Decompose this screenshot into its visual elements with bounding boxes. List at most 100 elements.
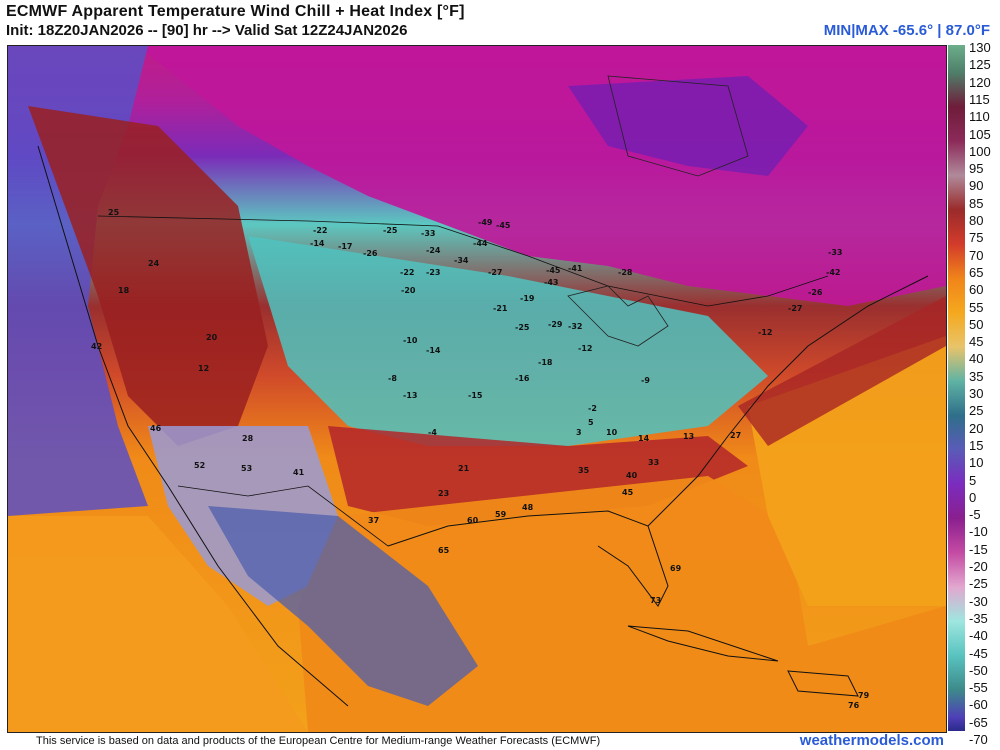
map-value-label: -22 — [400, 268, 415, 277]
map-value-label: -32 — [568, 322, 583, 331]
colorbar-tick-label: 65 — [969, 264, 984, 280]
map-value-label: 52 — [194, 461, 206, 470]
colorbar — [948, 45, 965, 731]
colorbar-tick-label: 10 — [969, 455, 984, 471]
map-value-label: 35 — [578, 466, 590, 475]
map-value-label: -27 — [488, 268, 503, 277]
map-field-svg — [8, 46, 946, 732]
map-value-label: -26 — [363, 249, 378, 258]
field-teal-central — [248, 236, 768, 446]
field-west-red — [28, 106, 268, 446]
colorbar-tick-label: -50 — [969, 662, 988, 678]
map-value-label: -27 — [788, 304, 803, 313]
map-value-label: 48 — [522, 503, 534, 512]
map-value-label: -19 — [520, 294, 535, 303]
field-pacific-orange — [8, 516, 308, 732]
map-value-label: -4 — [428, 428, 437, 437]
colorbar-tick-label: 110 — [969, 109, 990, 125]
colorbar-tick-label: 95 — [969, 161, 984, 177]
map-value-label: -15 — [468, 391, 483, 400]
map-value-label: 40 — [626, 471, 638, 480]
map-value-label: -10 — [403, 336, 418, 345]
map-value-label: 53 — [241, 464, 253, 473]
footer-site-link[interactable]: weathermodels.com — [799, 732, 944, 749]
colorbar-tick-label: -30 — [969, 593, 988, 609]
colorbar-tick-label: -25 — [969, 576, 988, 592]
colorbar-tick-label: 105 — [969, 126, 991, 142]
map-value-label: 42 — [91, 342, 103, 351]
map-value-label: -33 — [421, 229, 436, 238]
colorbar-tick-label: -55 — [969, 680, 988, 696]
colorbar-tick-label: 70 — [969, 247, 984, 263]
map-value-label: -13 — [403, 391, 418, 400]
map-value-label: 23 — [438, 489, 450, 498]
map-value-label: 21 — [458, 464, 470, 473]
colorbar-tick-label: 115 — [969, 91, 990, 107]
map-value-label: 25 — [108, 208, 120, 217]
map-value-label: 12 — [198, 364, 210, 373]
header-title: ECMWF Apparent Temperature Wind Chill + … — [6, 3, 465, 20]
colorbar-tick-label: 0 — [969, 489, 977, 505]
colorbar-tick-label: -60 — [969, 697, 988, 713]
colorbar-tick-label: 130 — [969, 40, 991, 55]
map-value-label: -14 — [310, 239, 325, 248]
map-value-label: -45 — [546, 266, 561, 275]
colorbar-tick-label: -10 — [969, 524, 988, 540]
map-value-label: -44 — [473, 239, 488, 248]
map-value-label: -45 — [496, 221, 511, 230]
map-value-label: 3 — [576, 428, 582, 437]
map-value-label: -18 — [538, 358, 553, 367]
map-value-label: -43 — [544, 278, 559, 287]
map-value-label: 27 — [730, 431, 742, 440]
map-value-label: 59 — [495, 510, 507, 519]
map-value-label: 20 — [206, 333, 218, 342]
map-value-label: 69 — [670, 564, 682, 573]
colorbar-tick-label: 20 — [969, 420, 984, 436]
colorbar-tick-label: 75 — [969, 230, 984, 246]
map-value-label: 79 — [858, 691, 870, 700]
map-value-label: 37 — [368, 516, 380, 525]
colorbar-tick-label: 50 — [969, 316, 984, 332]
map-value-label: -8 — [388, 374, 397, 383]
colorbar-tick-label: 5 — [969, 472, 977, 488]
colorbar-tick-label: 80 — [969, 213, 984, 228]
map-value-label: 33 — [648, 458, 660, 467]
header-subtitle: Init: 18Z20JAN2026 -- [90] hr --> Valid … — [6, 22, 408, 39]
colorbar-tick-label: 25 — [969, 403, 984, 419]
coastline-west — [37, 145, 349, 707]
map-value-label: 65 — [438, 546, 450, 555]
map-value-label: 18 — [118, 286, 130, 295]
map-value-label: -12 — [758, 328, 773, 337]
map-value-label: 73 — [650, 596, 662, 605]
footer-attribution: This service is based on data and produc… — [36, 735, 601, 747]
weather-map[interactable]: -22 -14 -17 -26 -25 -33 -49 -45 -44 -34 … — [7, 45, 947, 733]
map-value-label: 41 — [293, 468, 305, 477]
map-value-label: 13 — [683, 432, 695, 441]
map-value-label: -14 — [426, 346, 441, 355]
colorbar-tick-label: -45 — [969, 645, 988, 661]
colorbar-tick-label: 120 — [969, 74, 991, 90]
map-value-label: -17 — [338, 242, 353, 251]
map-value-label: -23 — [426, 268, 441, 277]
map-value-label: -16 — [515, 374, 530, 383]
colorbar-tick-label: 60 — [969, 282, 984, 298]
cuba-outline — [627, 625, 779, 662]
colorbar-tick-label: 90 — [969, 178, 984, 194]
colorbar-tick-label: -65 — [969, 714, 988, 730]
colorbar-tick-label: 40 — [969, 351, 984, 367]
border-us-canada — [97, 215, 829, 307]
colorbar-tick-label: -20 — [969, 559, 988, 574]
colorbar-tick-label: 30 — [969, 386, 984, 401]
map-value-label: -25 — [515, 323, 530, 332]
map-value-label: -24 — [426, 246, 441, 255]
colorbar-tick-label: -40 — [969, 628, 988, 644]
hudson-bay-outline — [607, 75, 749, 177]
colorbar-tick-label: 45 — [969, 334, 984, 350]
colorbar-tick-label: -70 — [969, 732, 988, 747]
colorbar-tick-label: -15 — [969, 541, 988, 557]
hispaniola-outline — [787, 670, 859, 697]
map-value-label: -20 — [401, 286, 416, 295]
map-value-label: -33 — [828, 248, 843, 257]
map-value-label: 28 — [242, 434, 254, 443]
map-value-label: 46 — [150, 424, 162, 433]
